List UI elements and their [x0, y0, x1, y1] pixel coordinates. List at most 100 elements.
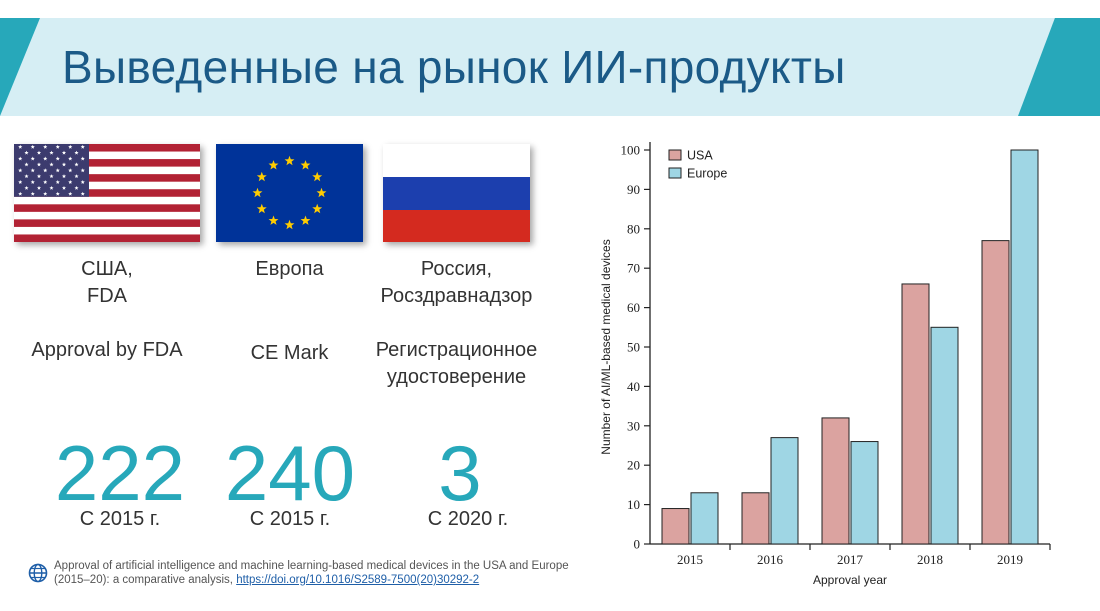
- us-star: [80, 168, 85, 173]
- legend-swatch-usa: [668, 149, 682, 161]
- us-star: [30, 168, 35, 173]
- usa-since: С 2015 г.: [79, 508, 161, 530]
- us-star: [61, 162, 67, 167]
- us-star: [55, 168, 60, 173]
- us-star: [43, 144, 48, 149]
- bar-europe-2015: [690, 492, 719, 545]
- x-tick-label: 2018: [917, 552, 943, 567]
- bar-usa-2018: [901, 283, 930, 545]
- russia-since: С 2020 г.: [427, 508, 509, 530]
- y-tick-label: 50: [627, 340, 640, 355]
- eu-star: [284, 155, 295, 166]
- us-star: [80, 179, 85, 184]
- us-star: [43, 179, 48, 184]
- bar-europe-2017: [850, 441, 879, 545]
- eu-star: [268, 160, 279, 170]
- us-star: [18, 191, 23, 196]
- footnote-text: Approval of artificial intelligence and …: [54, 560, 569, 586]
- x-axis-label: Approval year: [813, 573, 887, 587]
- eu-star: [312, 171, 323, 182]
- us-star: [18, 144, 23, 149]
- us-star: [24, 150, 29, 155]
- europe-region-label: Европа: [255, 258, 324, 280]
- bar-chart: 0 10 20 30 40 50 60 70 80 90 100 2015 2016 2017 2018 20…: [599, 142, 1051, 587]
- y-tick-label: 40: [627, 379, 640, 394]
- us-star: [36, 150, 42, 155]
- us-star: [61, 185, 67, 190]
- eu-star: [256, 171, 267, 182]
- us-star: [49, 174, 54, 179]
- bar-europe-2019: [1010, 149, 1039, 545]
- us-star: [55, 191, 60, 196]
- bar-usa-2015: [661, 508, 690, 545]
- us-star: [30, 179, 35, 184]
- europe-approval-label: CE Mark: [250, 342, 329, 364]
- usa-count: 222: [54, 429, 186, 517]
- us-star: [61, 174, 67, 179]
- banner-background: [0, 18, 1100, 116]
- us-star: [36, 162, 42, 167]
- us-flag-icon: [14, 144, 200, 242]
- footnote-doi-link[interactable]: https://doi.org/10.1016/S2589-7500(20)30…: [236, 574, 480, 586]
- us-star: [49, 150, 54, 155]
- eu-star: [312, 203, 323, 214]
- source-footnote: Approval of artificial intelligence and …: [54, 559, 574, 587]
- us-star: [68, 179, 73, 184]
- us-star: [18, 179, 23, 184]
- us-star: [80, 144, 85, 149]
- europe-since: С 2015 г.: [249, 508, 331, 530]
- x-tick-label: 2015: [677, 552, 703, 567]
- eu-flag-icon: [216, 144, 363, 242]
- us-star: [74, 150, 79, 155]
- europe-count: 240: [224, 429, 356, 517]
- us-star: [49, 185, 54, 190]
- bar-usa-2016: [741, 492, 770, 545]
- y-tick-label: 0: [634, 537, 641, 552]
- eu-star: [256, 203, 267, 214]
- us-star: [55, 179, 60, 184]
- legend-swatch-europe: [668, 167, 682, 179]
- eu-star: [252, 187, 263, 198]
- us-star: [30, 144, 35, 149]
- title-banner: Выведенные на рынок ИИ-продукты: [0, 18, 1100, 116]
- x-tick-label: 2017: [837, 552, 864, 567]
- usa-region-label: США, FDA: [81, 258, 133, 307]
- us-star: [68, 144, 73, 149]
- us-star: [80, 191, 85, 196]
- page-title: Выведенные на рынок ИИ-продукты: [62, 41, 846, 93]
- eu-star: [316, 187, 327, 198]
- y-tick-label: 20: [627, 458, 640, 473]
- us-star: [68, 191, 73, 196]
- y-tick-label: 60: [627, 300, 640, 315]
- us-star: [61, 150, 67, 155]
- us-star: [68, 156, 73, 161]
- eu-star: [300, 215, 311, 225]
- eu-star: [284, 219, 295, 230]
- usa-approval-label: Approval by FDA: [31, 339, 183, 361]
- y-tick-label: 90: [627, 182, 640, 197]
- us-star: [80, 156, 85, 161]
- x-tick-label: 2016: [757, 552, 784, 567]
- y-tick-label: 100: [621, 143, 641, 158]
- eu-star: [268, 215, 279, 225]
- us-star: [30, 156, 35, 161]
- y-tick-label: 70: [627, 261, 640, 276]
- us-star: [24, 174, 29, 179]
- bar-europe-2016: [770, 437, 799, 545]
- us-star: [49, 162, 54, 167]
- us-star: [43, 191, 48, 196]
- us-star: [36, 185, 42, 190]
- us-star: [43, 168, 48, 173]
- us-star: [24, 162, 29, 167]
- us-star: [74, 174, 79, 179]
- us-star: [30, 191, 35, 196]
- y-axis-label: Number of AI/ML-based medical devices: [599, 239, 613, 454]
- bar-usa-2019: [981, 240, 1010, 545]
- us-star: [68, 168, 73, 173]
- us-star: [24, 185, 29, 190]
- us-star: [55, 156, 60, 161]
- globe-icon: [28, 563, 48, 583]
- bar-europe-2018: [930, 326, 959, 545]
- russia-approval-label: Регистрационное удостоверение: [375, 339, 538, 388]
- legend-label-europe: Europe: [687, 167, 727, 181]
